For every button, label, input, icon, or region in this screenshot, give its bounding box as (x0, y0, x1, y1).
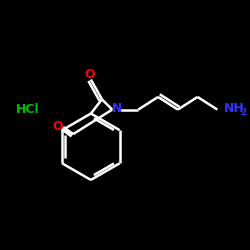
Text: O: O (52, 120, 63, 134)
Text: 2: 2 (240, 108, 246, 117)
Text: N: N (112, 102, 122, 115)
Text: HCl: HCl (16, 103, 40, 116)
Text: NH: NH (224, 102, 244, 115)
Text: O: O (85, 68, 96, 81)
